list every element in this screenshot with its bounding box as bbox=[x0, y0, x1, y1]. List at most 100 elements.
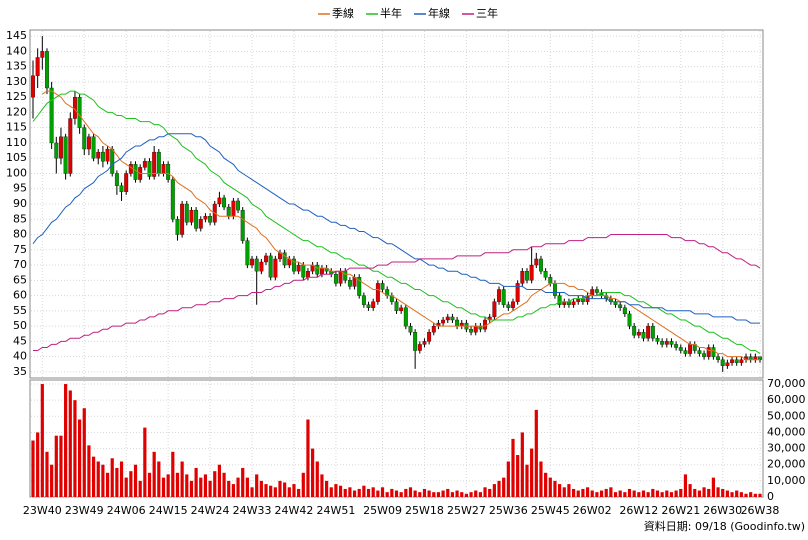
candle-body bbox=[152, 151, 157, 177]
candle-body bbox=[413, 332, 418, 351]
volume-bar bbox=[241, 467, 245, 497]
candle-body bbox=[254, 258, 259, 272]
candle-body bbox=[688, 344, 693, 354]
volume-panel bbox=[29, 379, 764, 498]
volume-bar bbox=[59, 435, 63, 497]
volume-bar bbox=[758, 493, 762, 497]
y-tick-label: 65 bbox=[13, 273, 27, 286]
y2-tick-label: 70,000 bbox=[767, 377, 806, 390]
volume-bar bbox=[721, 488, 725, 497]
volume-bar bbox=[613, 492, 618, 497]
volume-bar bbox=[315, 461, 319, 497]
volume-bar bbox=[82, 408, 86, 497]
volume-bar bbox=[460, 492, 464, 497]
candle-body bbox=[539, 258, 543, 272]
candle-body bbox=[250, 258, 254, 266]
candle-body bbox=[394, 301, 399, 311]
candle-body bbox=[641, 332, 646, 339]
candle-body bbox=[618, 304, 623, 308]
volume-bar bbox=[679, 488, 683, 497]
candle-body bbox=[236, 200, 241, 211]
volume-bar bbox=[50, 464, 54, 497]
y-tick-label: 55 bbox=[13, 304, 27, 317]
candle-body bbox=[506, 304, 511, 308]
volume-bar bbox=[506, 461, 510, 497]
legend-label: 三年 bbox=[476, 6, 498, 20]
x-tick-label: 23W40 bbox=[23, 504, 62, 517]
x-tick-label: 25W45 bbox=[531, 504, 570, 517]
x-tick-label: 26W30 bbox=[703, 504, 742, 517]
y-tick-label: 45 bbox=[13, 334, 27, 347]
candle-body bbox=[380, 283, 385, 290]
y-tick-label: 80 bbox=[13, 228, 27, 241]
ma-line bbox=[32, 90, 761, 355]
candle-body bbox=[319, 267, 324, 275]
candle-body bbox=[77, 97, 82, 128]
candle-body bbox=[683, 350, 688, 354]
volume-bar bbox=[520, 432, 524, 497]
volume-bar bbox=[203, 474, 208, 497]
candle-body bbox=[361, 295, 366, 305]
volume-bar bbox=[562, 487, 566, 497]
volume-bar bbox=[36, 432, 40, 497]
y-tick-label: 100 bbox=[6, 166, 27, 179]
volume-bar bbox=[571, 488, 576, 497]
candle-body bbox=[543, 271, 548, 278]
candle-body bbox=[678, 347, 683, 351]
volume-bar bbox=[730, 492, 734, 497]
candle-body bbox=[646, 325, 651, 339]
candle-body bbox=[82, 127, 87, 150]
candle-body bbox=[375, 283, 380, 302]
candle-body bbox=[548, 277, 553, 284]
candle-body bbox=[734, 359, 739, 363]
y2-tick-label: 40,000 bbox=[767, 425, 806, 438]
volume-bar bbox=[604, 488, 608, 497]
volume-bar bbox=[147, 472, 152, 497]
volume-bar bbox=[595, 492, 599, 497]
candle-body bbox=[660, 341, 665, 345]
volume-bar bbox=[735, 490, 739, 497]
candle-body bbox=[273, 258, 278, 278]
candle-body bbox=[110, 148, 115, 174]
y2-tick-label: 60,000 bbox=[767, 393, 806, 406]
candle-body bbox=[441, 319, 446, 324]
volume-bar bbox=[166, 474, 170, 497]
volume-bar bbox=[660, 492, 664, 497]
candle-body bbox=[161, 164, 166, 174]
candle-body bbox=[571, 301, 576, 305]
volume-bar bbox=[222, 472, 226, 497]
candle-body bbox=[483, 319, 487, 330]
y-tick-label: 85 bbox=[13, 212, 27, 225]
volume-bar bbox=[73, 400, 77, 497]
volume-bar bbox=[175, 472, 180, 497]
volume-bar bbox=[576, 490, 580, 497]
volume-bar bbox=[408, 487, 413, 497]
volume-bar bbox=[441, 490, 445, 497]
volume-bar bbox=[641, 490, 646, 497]
volume-bar bbox=[469, 492, 473, 497]
candle-body bbox=[96, 151, 101, 159]
volume-bar bbox=[96, 461, 100, 497]
volume-bar bbox=[725, 490, 729, 497]
volume-bar bbox=[404, 488, 408, 497]
volume-bar bbox=[744, 493, 748, 497]
candle-body bbox=[166, 164, 171, 180]
candle-body bbox=[720, 359, 725, 366]
volume-bar bbox=[157, 461, 161, 497]
volume-bar bbox=[287, 487, 291, 497]
volume-bar bbox=[213, 471, 217, 497]
volume-bar bbox=[199, 477, 203, 497]
candle-body bbox=[711, 347, 716, 357]
candle-body bbox=[347, 280, 352, 287]
legend-label: 季線 bbox=[332, 6, 354, 20]
ma-line bbox=[33, 234, 761, 351]
y-tick-label: 50 bbox=[13, 319, 27, 332]
volume-bar bbox=[306, 419, 310, 497]
candle-body bbox=[557, 295, 562, 305]
candle-body bbox=[119, 185, 124, 192]
volume-bar bbox=[292, 484, 296, 497]
volume-bar bbox=[749, 492, 753, 497]
y-tick-label: 130 bbox=[6, 75, 27, 88]
candle-body bbox=[469, 329, 474, 333]
candle-body bbox=[264, 255, 268, 263]
